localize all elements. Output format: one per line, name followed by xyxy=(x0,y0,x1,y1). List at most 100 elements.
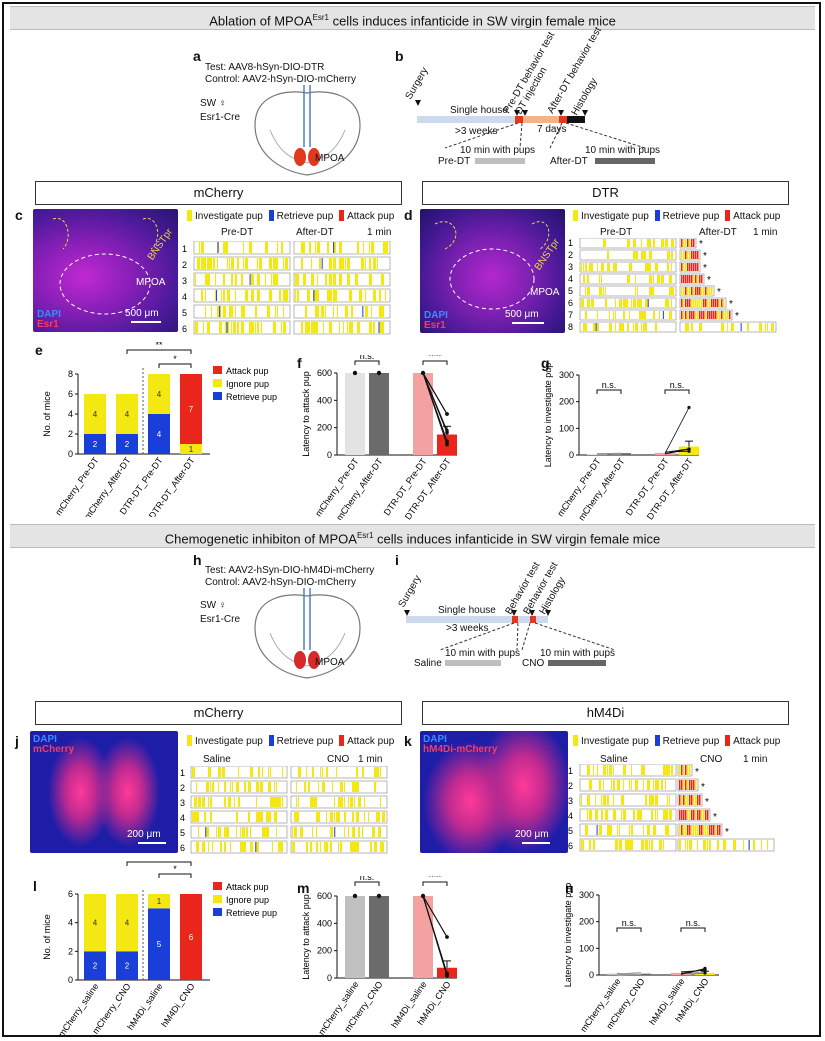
raster-row-label: 5 xyxy=(180,828,185,838)
x-tick-label: hM4Di_CNO xyxy=(159,981,196,1029)
investigate-mark xyxy=(709,299,711,307)
investigate-mark xyxy=(603,780,604,790)
investigate-mark xyxy=(705,311,707,319)
investigate-mark xyxy=(663,765,665,775)
investigate-mark xyxy=(362,827,363,837)
investigate-mark xyxy=(661,239,664,247)
sig-label: ** xyxy=(155,860,163,862)
investigate-mark xyxy=(208,842,209,852)
investigate-mark xyxy=(241,306,243,317)
b-afterdt-text: After-DT xyxy=(550,156,588,167)
investigate-mark xyxy=(202,842,205,852)
investigate-mark xyxy=(733,840,736,850)
investigate-mark xyxy=(667,765,670,775)
investigate-mark xyxy=(643,825,644,835)
investigate-mark xyxy=(717,840,719,850)
k-saline-label: Saline xyxy=(600,754,628,765)
raster-box-left xyxy=(190,840,288,854)
investigate-mark xyxy=(363,258,364,269)
investigate-mark xyxy=(693,287,695,295)
investigate-mark xyxy=(663,810,666,820)
investigate-mark xyxy=(647,825,650,835)
investigate-mark xyxy=(687,765,689,775)
investigate-mark xyxy=(671,251,673,259)
investigate-mark xyxy=(719,311,721,319)
investigate-mark xyxy=(256,812,258,822)
investigate-mark xyxy=(379,290,381,301)
attack-mark xyxy=(703,299,705,307)
investigate-mark xyxy=(358,827,360,837)
bar-value-label: 1 xyxy=(157,897,162,906)
investigate-mark xyxy=(331,290,332,301)
investigate-mark xyxy=(697,311,699,319)
investigate-mark xyxy=(235,290,236,301)
section1-title-text: Ablation of MPOA xyxy=(209,13,313,29)
investigate-mark xyxy=(645,299,648,307)
investigate-mark xyxy=(231,258,234,269)
investigate-mark xyxy=(723,299,725,307)
raster-row-label: 2 xyxy=(568,781,573,791)
attack-mark xyxy=(681,299,683,307)
bar-value-label: 2 xyxy=(93,962,98,971)
investigate-mark xyxy=(615,299,616,307)
investigate-mark xyxy=(371,242,374,253)
investigate-mark xyxy=(747,323,749,331)
investigate-mark xyxy=(206,827,209,837)
bar-segment xyxy=(116,951,138,980)
attack-mark xyxy=(687,239,689,247)
bar-segment xyxy=(180,444,202,454)
investigate-mark xyxy=(765,323,766,331)
d-legend-retrieve: Retrieve pup xyxy=(662,211,720,222)
retrieve-mark xyxy=(219,306,221,317)
attack-mark xyxy=(681,239,683,247)
a-test-text: Test: AAV8-hSyn-DIO-DTR xyxy=(205,62,325,73)
investigate-mark xyxy=(354,797,355,807)
investigate-mark xyxy=(651,840,653,850)
timeline-i xyxy=(404,610,616,666)
investigate-mark xyxy=(683,765,685,775)
investigate-mark xyxy=(305,306,307,317)
investigate-mark xyxy=(681,795,683,805)
retrieve-mark xyxy=(205,827,207,837)
investigate-mark xyxy=(643,251,646,259)
y-tick-label: 400 xyxy=(317,395,332,405)
investigate-mark xyxy=(249,322,251,333)
investigate-mark xyxy=(623,311,625,319)
investigate-mark xyxy=(683,780,685,790)
raster-box-left xyxy=(579,793,677,807)
investigate-mark xyxy=(270,767,271,777)
investigate-mark xyxy=(619,299,622,307)
investigate-mark xyxy=(695,780,697,790)
investigate-mark xyxy=(643,323,645,331)
attack-mark xyxy=(719,825,721,835)
investigate-mark xyxy=(321,306,323,317)
investigate-mark xyxy=(280,842,282,852)
investigate-mark xyxy=(376,842,377,852)
subject-line xyxy=(422,372,448,442)
significance-star: * xyxy=(703,263,707,274)
investigate-mark xyxy=(369,242,370,253)
investigate-mark xyxy=(665,780,666,790)
h-sw-text: SW ♀ xyxy=(200,600,227,611)
investigate-mark xyxy=(242,842,245,852)
investigate-mark xyxy=(619,825,620,835)
investigate-mark xyxy=(244,842,246,852)
y-tick-label: 200 xyxy=(579,917,594,927)
attack-mark xyxy=(691,251,693,259)
investigate-mark xyxy=(709,287,711,295)
attack-mark xyxy=(707,311,709,319)
sig-bracket xyxy=(616,927,642,932)
investigate-mark xyxy=(336,812,338,822)
attack-mark xyxy=(693,311,695,319)
y-tick-label: 4 xyxy=(68,918,73,928)
retrieve-mark xyxy=(662,311,664,319)
investigate-mark xyxy=(613,765,614,775)
raster-row-label: 5 xyxy=(568,826,573,836)
investigate-mark xyxy=(217,306,220,317)
header-hm4di: hM4Di xyxy=(422,701,789,725)
investigate-mark xyxy=(595,795,596,805)
investigate-mark xyxy=(348,797,349,807)
investigate-mark xyxy=(333,242,336,253)
investigate-mark xyxy=(354,782,357,792)
